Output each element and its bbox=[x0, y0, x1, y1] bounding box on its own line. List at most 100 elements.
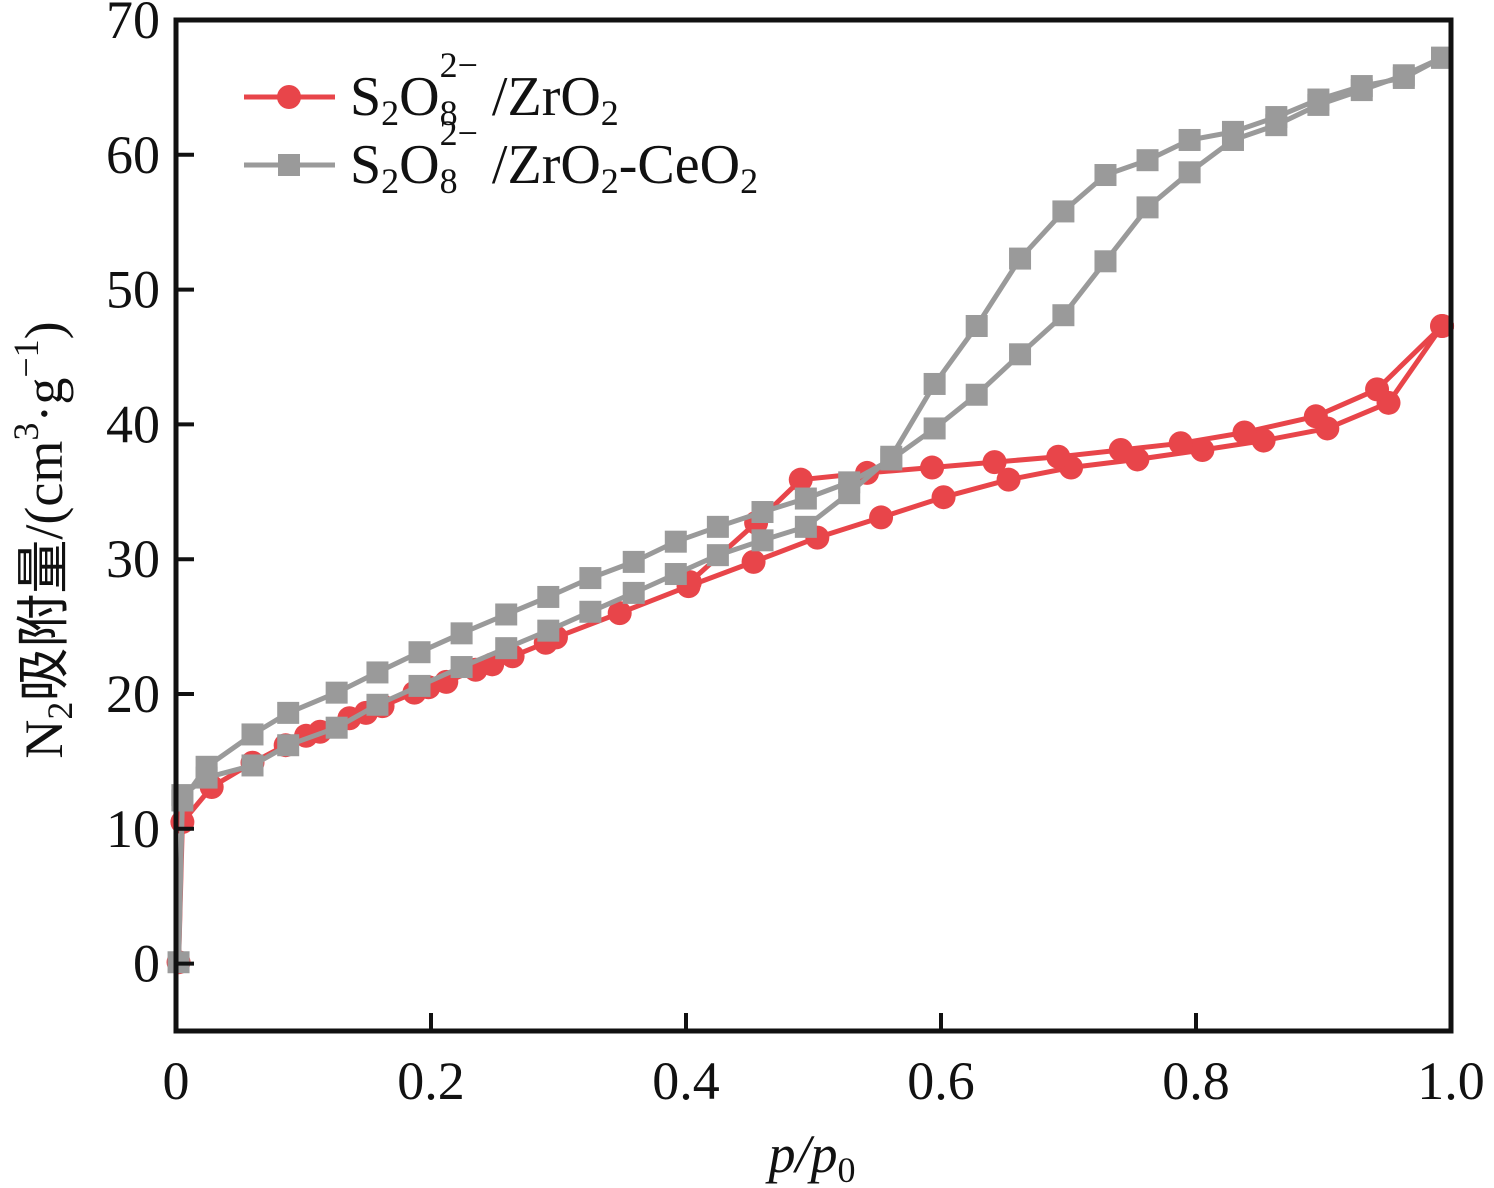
y-tick-label: 10 bbox=[106, 799, 160, 859]
data-point-square bbox=[1094, 250, 1117, 273]
data-point-circle bbox=[1251, 428, 1276, 453]
data-point-square bbox=[1052, 304, 1075, 327]
data-point-square bbox=[965, 383, 988, 406]
y-tick-label: 40 bbox=[106, 394, 160, 454]
y-title-cn: 吸附量 bbox=[14, 540, 74, 702]
legend-marker-circle bbox=[277, 85, 301, 109]
data-point-square bbox=[1136, 196, 1159, 219]
legend-rest: /ZrO bbox=[478, 66, 601, 128]
data-point-square bbox=[277, 734, 300, 757]
y-tick-label: 50 bbox=[106, 260, 160, 320]
legend-rest: /ZrO bbox=[478, 134, 601, 196]
data-point-circle bbox=[996, 467, 1021, 492]
data-point-square bbox=[880, 445, 903, 468]
data-point-square bbox=[366, 693, 389, 716]
legend-o-sub: 8 bbox=[440, 93, 458, 133]
legend-item-szrce: S2O82− /ZrO2-CeO2 bbox=[244, 113, 758, 201]
data-point-square bbox=[1178, 128, 1201, 151]
data-point-square bbox=[1094, 164, 1117, 187]
data-point-square bbox=[1431, 46, 1454, 69]
data-point-circle bbox=[1365, 377, 1390, 402]
data-point-square bbox=[241, 723, 264, 746]
series-0 bbox=[166, 313, 1455, 975]
tick-layer: 0 0.2 0.4 0.6 0.8 1.0 0 10 20 30 40 50 60 70 bbox=[106, 0, 1485, 1111]
data-point-circle bbox=[1168, 431, 1193, 456]
data-point-square bbox=[537, 619, 560, 642]
data-point-circle bbox=[920, 455, 945, 480]
legend-s-sub: 2 bbox=[381, 161, 399, 201]
legend-rest-sub: 2 bbox=[601, 161, 619, 201]
y-tick-label: 60 bbox=[106, 125, 160, 185]
y-tick-label: 0 bbox=[133, 934, 160, 994]
data-point-square bbox=[495, 637, 518, 660]
data-point-square bbox=[923, 417, 946, 440]
x-tick-label: 0.4 bbox=[652, 1051, 720, 1111]
data-point-circle bbox=[741, 549, 766, 574]
data-point-square bbox=[664, 563, 687, 586]
y-tick-label: 70 bbox=[106, 0, 160, 50]
legend-s-sub: 2 bbox=[381, 93, 399, 133]
data-point-square bbox=[706, 515, 729, 538]
data-point-square bbox=[1221, 120, 1244, 143]
data-point-square bbox=[706, 544, 729, 567]
series-line-adsorption bbox=[176, 324, 1445, 963]
legend-tail-sub: 2 bbox=[740, 161, 758, 201]
data-point-circle bbox=[1190, 438, 1215, 463]
y-axis-title: N2吸附量/(cm3·g−1) bbox=[6, 321, 80, 758]
data-point-square bbox=[794, 487, 817, 510]
data-point-square bbox=[537, 585, 560, 608]
x-tick-label: 0 bbox=[163, 1051, 190, 1111]
x-axis-title: p/p0 bbox=[764, 1124, 855, 1188]
data-point-circle bbox=[1430, 313, 1455, 338]
x-tick-label: 0.8 bbox=[1162, 1051, 1230, 1111]
data-point-square bbox=[1307, 88, 1330, 111]
data-point-circle bbox=[1046, 444, 1071, 469]
data-point-square bbox=[1265, 106, 1288, 129]
y-tick-label: 30 bbox=[106, 529, 160, 589]
legend-o-sub: 8 bbox=[440, 161, 458, 201]
y-title-n: N bbox=[14, 720, 74, 759]
data-point-circle bbox=[982, 450, 1007, 475]
data-point-square bbox=[1009, 247, 1032, 270]
data-point-square bbox=[1178, 161, 1201, 184]
legend-o-sup: 2− bbox=[440, 113, 478, 153]
svg-text:N2吸附量/(cm3·g−1): N2吸附量/(cm3·g−1) bbox=[6, 321, 80, 758]
data-point-square bbox=[195, 766, 218, 789]
data-point-square bbox=[751, 501, 774, 524]
x-tick-label: 1.0 bbox=[1417, 1051, 1485, 1111]
y-tick-label: 20 bbox=[106, 664, 160, 724]
y-title-unit-open: /(cm bbox=[14, 441, 74, 540]
y-title-n-sub: 2 bbox=[40, 702, 80, 720]
data-point-square bbox=[325, 716, 348, 739]
data-point-square bbox=[408, 641, 431, 664]
data-point-circle bbox=[607, 601, 632, 626]
legend-s: S bbox=[350, 66, 381, 128]
legend-s: S bbox=[350, 134, 381, 196]
data-point-square bbox=[751, 529, 774, 552]
data-point-square bbox=[923, 372, 946, 395]
legend-label-szrce: S2O82− /ZrO2-CeO2 bbox=[350, 113, 758, 201]
data-point-square bbox=[838, 482, 861, 505]
data-point-square bbox=[1009, 343, 1032, 366]
x-title-sub: 0 bbox=[838, 1150, 856, 1188]
data-point-square bbox=[965, 314, 988, 337]
data-point-circle bbox=[1232, 420, 1257, 445]
data-point-square bbox=[579, 600, 602, 623]
data-point-circle bbox=[788, 467, 813, 492]
legend-label-szro2: S2O82− /ZrO2 bbox=[350, 45, 619, 133]
legend-rest-sub: 2 bbox=[601, 93, 619, 133]
data-point-square bbox=[794, 515, 817, 538]
data-point-square bbox=[1052, 200, 1075, 223]
data-point-circle bbox=[931, 485, 956, 510]
y-title-unit-sup2: −1 bbox=[6, 339, 46, 377]
legend-o-sup: 2− bbox=[440, 45, 478, 85]
data-point-square bbox=[450, 656, 473, 679]
y-title-unit-mid: ·g bbox=[14, 378, 74, 423]
data-point-circle bbox=[1108, 438, 1133, 463]
legend-marker-square bbox=[278, 154, 300, 176]
legend-item-szro2: S2O82− /ZrO2 bbox=[244, 45, 619, 133]
data-point-circle bbox=[1303, 404, 1328, 429]
legend-tail: -CeO bbox=[619, 134, 740, 196]
data-point-square bbox=[1136, 149, 1159, 172]
